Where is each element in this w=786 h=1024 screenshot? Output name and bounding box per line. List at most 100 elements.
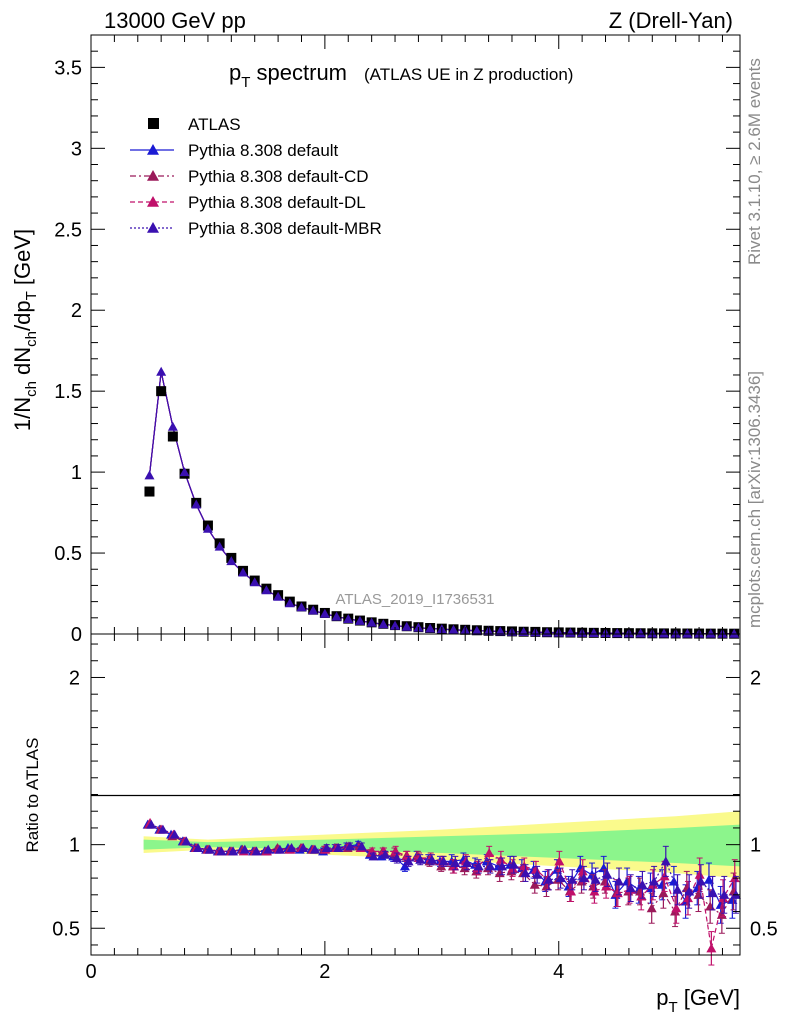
mc-point xyxy=(705,628,716,638)
ratio-point xyxy=(298,843,309,852)
x-tick-label: 4 xyxy=(553,961,564,983)
mc-point xyxy=(565,627,576,637)
legend-marker-triangle xyxy=(147,222,159,233)
ratio-point xyxy=(399,861,410,871)
legend-marker-triangle xyxy=(147,144,159,155)
ratio-point xyxy=(426,854,437,864)
ratio-point xyxy=(671,903,682,913)
mc-point xyxy=(226,556,237,566)
svg-text:pT spectrum: pT spectrum xyxy=(229,60,347,91)
ratio-point xyxy=(181,836,192,846)
ylabel-part-2: dN xyxy=(10,347,35,381)
title-sub: T xyxy=(241,74,250,91)
mc-point xyxy=(144,470,155,480)
ylabel-part-4: /dp xyxy=(10,300,35,331)
mc-point xyxy=(682,628,693,638)
mc-point xyxy=(296,602,307,612)
ratio-point xyxy=(508,859,519,869)
ratio-point xyxy=(519,861,530,871)
ratio-point xyxy=(216,846,227,856)
legend-label: ATLAS xyxy=(188,115,241,134)
x-tick-label: 2 xyxy=(319,961,330,983)
ylabel-part-3: ch xyxy=(23,331,40,347)
atlas-point xyxy=(156,386,167,397)
ratio-point xyxy=(532,869,543,879)
title-detail: (ATLAS UE in Z production) xyxy=(364,65,573,84)
ratio-point xyxy=(684,886,695,896)
mc-point xyxy=(319,608,330,618)
y-axis-label-top: 1/Nch dNch/dpT [GeV] xyxy=(10,229,40,431)
analysis-label: ATLAS_2019_I1736531 xyxy=(335,591,494,608)
mc-point xyxy=(191,499,202,509)
ratio-point xyxy=(658,888,669,898)
ratio-point xyxy=(415,854,426,864)
ylabel-part-6: [GeV] xyxy=(10,229,35,291)
y-tick-label-bottom-left: 0.5 xyxy=(52,918,80,940)
ratio-point xyxy=(555,873,566,883)
mc-point xyxy=(249,577,260,587)
ratio-point xyxy=(193,843,204,852)
mc-point xyxy=(635,628,646,638)
mc-point xyxy=(273,591,284,601)
ratio-point xyxy=(567,874,578,884)
y-tick-label-bottom-left: 1 xyxy=(69,835,80,857)
mc-point xyxy=(179,467,190,477)
legend-label: Pythia 8.308 default-DL xyxy=(188,193,366,212)
ratio-point xyxy=(719,889,730,899)
xlabel-sub: T xyxy=(668,999,677,1016)
legend-label: Pythia 8.308 default-CD xyxy=(188,167,369,186)
rivet-label: Rivet 3.1.10, ≥ 2.6M events xyxy=(745,58,764,265)
ratio-point xyxy=(228,846,239,856)
mc-point xyxy=(495,626,506,636)
mc-point xyxy=(308,605,319,615)
ylabel-part-0: 1/N xyxy=(10,397,35,431)
ratio-point xyxy=(672,884,683,894)
ratio-point xyxy=(263,844,274,854)
ratio-point xyxy=(239,844,250,854)
y-tick-label-top: 0.5 xyxy=(54,543,82,565)
ratio-point xyxy=(695,876,706,886)
ratio-point xyxy=(380,849,391,859)
ratio-point xyxy=(578,873,589,883)
header-right: Z (Drell-Yan) xyxy=(609,8,733,33)
ratio-point xyxy=(251,846,262,856)
ratio-point xyxy=(682,893,693,903)
legend-entry: Pythia 8.308 default xyxy=(130,141,339,160)
ratio-point xyxy=(495,854,506,864)
ratio-point xyxy=(543,874,554,884)
ratio-point xyxy=(637,879,648,889)
x-tick-label: 0 xyxy=(85,961,96,983)
legend-marker-triangle xyxy=(147,196,159,207)
ratio-point xyxy=(530,864,541,874)
ratio-point xyxy=(473,861,484,871)
ratio-point xyxy=(403,856,414,866)
y-tick-label-bottom-right: 1 xyxy=(750,835,761,857)
mc-point xyxy=(156,366,167,376)
legend-label: Pythia 8.308 default-MBR xyxy=(188,219,382,238)
svg-text:1/Nch dNch/dpT [GeV]: 1/Nch dNch/dpT [GeV] xyxy=(10,229,40,431)
mc-point xyxy=(284,598,295,608)
xlabel-rest: [GeV] xyxy=(678,985,740,1010)
ratio-point xyxy=(157,824,168,834)
y-tick-label-top: 1 xyxy=(71,462,82,484)
ratio-point xyxy=(614,876,625,886)
ratio-point xyxy=(368,851,379,861)
ratio-point xyxy=(706,943,717,953)
mc-point xyxy=(471,625,482,635)
y-tick-label-top: 2.5 xyxy=(54,219,82,241)
ylabel-part-5: T xyxy=(23,291,40,300)
ratio-point xyxy=(577,866,588,876)
mc-point xyxy=(202,523,213,533)
mc-point xyxy=(343,613,354,623)
ratio-point xyxy=(484,848,495,858)
legend-entry: Pythia 8.308 default-CD xyxy=(130,167,369,186)
ratio-point xyxy=(554,856,565,866)
svg-text:pT [GeV]: pT [GeV] xyxy=(656,985,740,1016)
ratio-panel-marks xyxy=(142,817,741,966)
band-inner xyxy=(143,824,740,867)
legend-marker-square xyxy=(148,118,159,129)
legend-entry: Pythia 8.308 default-DL xyxy=(130,193,366,212)
ratio-point xyxy=(649,876,660,886)
y-axis-label-bottom: Ratio to ATLAS xyxy=(23,738,42,853)
mc-point xyxy=(378,619,389,629)
